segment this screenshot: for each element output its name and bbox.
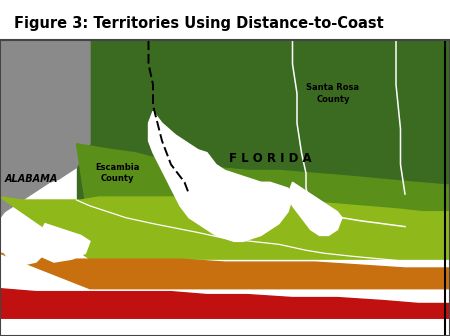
Polygon shape	[0, 253, 450, 289]
Polygon shape	[0, 233, 45, 265]
Text: Figure 3: Territories Using Distance-to-Coast: Figure 3: Territories Using Distance-to-…	[14, 16, 383, 31]
Polygon shape	[76, 144, 450, 233]
Polygon shape	[76, 40, 450, 233]
Text: Escambia
County: Escambia County	[95, 163, 139, 183]
Polygon shape	[0, 197, 450, 259]
Text: ALABAMA: ALABAMA	[5, 174, 58, 184]
Polygon shape	[0, 289, 450, 318]
Polygon shape	[288, 182, 342, 236]
Text: Santa Rosa
County: Santa Rosa County	[306, 83, 360, 103]
Polygon shape	[0, 40, 90, 218]
Polygon shape	[36, 224, 90, 262]
Polygon shape	[148, 111, 292, 241]
Text: F L O R I D A: F L O R I D A	[229, 152, 311, 165]
